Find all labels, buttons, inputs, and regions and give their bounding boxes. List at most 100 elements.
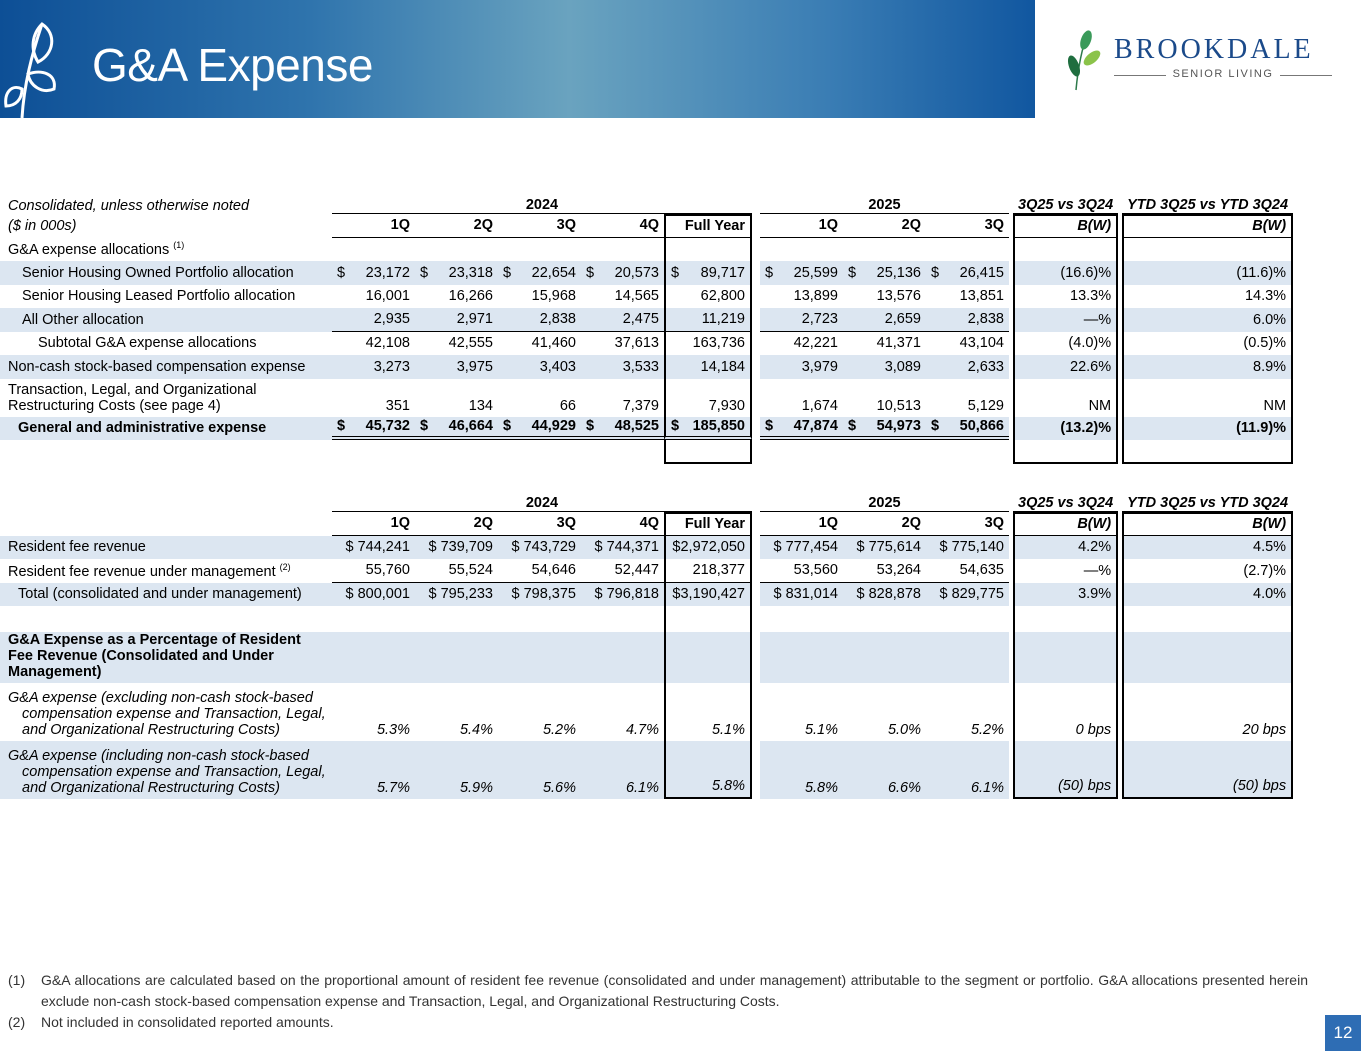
value-cell <box>415 606 498 632</box>
value-cell <box>415 440 498 464</box>
value-cell: 11,219 <box>664 308 752 332</box>
value-cell: 42,221 <box>760 332 843 356</box>
value: 14,565 <box>614 288 659 305</box>
value-cell: 8.9% <box>1122 355 1294 379</box>
value: 41,460 <box>531 335 576 352</box>
row-label-text: General and administrative expense <box>18 420 267 437</box>
table-row: Resident fee revenue under management (2… <box>0 559 1294 583</box>
value: 14.3% <box>1244 288 1287 305</box>
logo-brand: BROOKDALE <box>1114 34 1314 65</box>
year-header-row: 2024 2025 3Q25 vs 3Q24 YTD 3Q25 vs YTD 3Q24 <box>0 480 1294 512</box>
value-cell <box>926 440 1009 464</box>
value-cell: 2,971 <box>415 308 498 332</box>
gap <box>1118 182 1123 214</box>
row-label <box>0 606 332 632</box>
value: $ 795,233 <box>428 586 493 603</box>
value-cell <box>332 440 415 464</box>
column-header-row: ($ in 000s) 1Q 2Q 3Q 4Q Full Year 1Q 2Q 3Q B(W) B(… <box>0 214 1294 238</box>
year-2024-header: 2024 <box>332 182 752 214</box>
ytd-period-header: YTD 3Q25 vs YTD 3Q24 <box>1122 182 1294 214</box>
row-label: Total (consolidated and under management… <box>0 582 332 606</box>
value-cell: NM <box>1013 378 1119 417</box>
gap <box>752 284 760 308</box>
value: 5.1% <box>711 722 745 738</box>
value-cell: (2.7)% <box>1122 559 1294 583</box>
table-row: Subtotal G&A expense allocations 42,108 42… <box>0 331 1294 356</box>
value: $ 744,371 <box>594 539 659 556</box>
value-cell: 22.6% <box>1013 355 1119 379</box>
gap <box>752 416 760 440</box>
gap <box>1118 261 1123 285</box>
value-cell: 62,800 <box>664 284 752 308</box>
currency-symbol: $ <box>337 264 346 281</box>
value: (50) bps <box>1057 778 1112 794</box>
table-row: Senior Housing Owned Portfolio allocatio… <box>0 261 1294 285</box>
table-row: Total (consolidated and under management… <box>0 582 1294 606</box>
row-label-text: All Other allocation <box>22 311 144 328</box>
value-cell <box>1013 606 1119 632</box>
value-cell: 3,533 <box>581 355 664 379</box>
value-cell: 351 <box>332 379 415 417</box>
value-cell: $25,136 <box>843 261 926 285</box>
logo-subtitle: SENIOR LIVING <box>1114 68 1332 80</box>
row-label-text: G&A Expense as a Percentage of Resident … <box>8 632 301 680</box>
gap <box>752 182 760 214</box>
gap <box>1118 559 1123 583</box>
value-cell: 37,613 <box>581 332 664 356</box>
column-header: 1Q <box>332 214 415 238</box>
value-cell <box>760 632 843 683</box>
value-cell: $ 829,775 <box>926 582 1009 606</box>
value-cell: $47,874 <box>760 416 843 440</box>
value-cell: 66 <box>498 379 581 417</box>
gap <box>752 683 760 741</box>
value: (11.9)% <box>1236 420 1287 437</box>
value: 6.0% <box>1253 311 1287 328</box>
value: 53,560 <box>793 562 838 579</box>
value: $ 739,709 <box>428 539 493 556</box>
gap <box>752 308 760 332</box>
value-cell: 6.6% <box>843 741 926 799</box>
value-cell: $ 775,140 <box>926 535 1009 559</box>
row-label: Subtotal G&A expense allocations <box>0 332 332 356</box>
table-row: Senior Housing Leased Portfolio allocati… <box>0 284 1294 309</box>
value: 5.6% <box>542 780 576 796</box>
value: 5.9% <box>459 780 493 796</box>
value: 10,513 <box>876 397 921 414</box>
gap <box>1009 261 1013 285</box>
value-cell: 3.9% <box>1013 582 1119 606</box>
row-label: Resident fee revenue <box>0 535 332 559</box>
value-cell: 5.4% <box>415 683 498 741</box>
value-cell: $ 743,729 <box>498 535 581 559</box>
value-cell: $50,866 <box>926 416 1009 440</box>
currency-symbol: $ <box>931 264 940 281</box>
value-cell: 55,760 <box>332 559 415 583</box>
value-cell: 218,377 <box>664 559 752 583</box>
value-cell: 13,899 <box>760 285 843 309</box>
column-header: 3Q <box>926 214 1009 238</box>
column-header: Full Year <box>664 214 752 238</box>
value-cell: 6.1% <box>581 741 664 799</box>
gap <box>1009 237 1013 261</box>
column-header: 1Q <box>332 512 415 536</box>
value-cell <box>581 632 664 683</box>
currency-symbol: $ <box>671 264 680 281</box>
value-cell: $48,525 <box>581 416 664 440</box>
value-cell: 134 <box>415 379 498 417</box>
value: 2,838 <box>967 311 1004 328</box>
value: $ 777,454 <box>773 539 838 556</box>
value: 42,555 <box>448 335 493 352</box>
value: 23,172 <box>365 264 410 281</box>
value-cell: 54,646 <box>498 559 581 583</box>
value-cell: 5.2% <box>926 683 1009 741</box>
value: 20 bps <box>1242 722 1287 738</box>
value-cell: $44,929 <box>498 416 581 440</box>
value: 16,266 <box>448 288 493 305</box>
value: 42,108 <box>365 335 410 352</box>
header-banner: G&A Expense <box>0 0 1035 119</box>
value: $ 775,140 <box>939 539 1004 556</box>
value: 1,674 <box>801 397 838 414</box>
table-row <box>0 440 1294 464</box>
value: $ 829,775 <box>939 586 1004 603</box>
gap <box>752 331 760 355</box>
row-label-text: Total (consolidated and under management… <box>18 586 302 603</box>
